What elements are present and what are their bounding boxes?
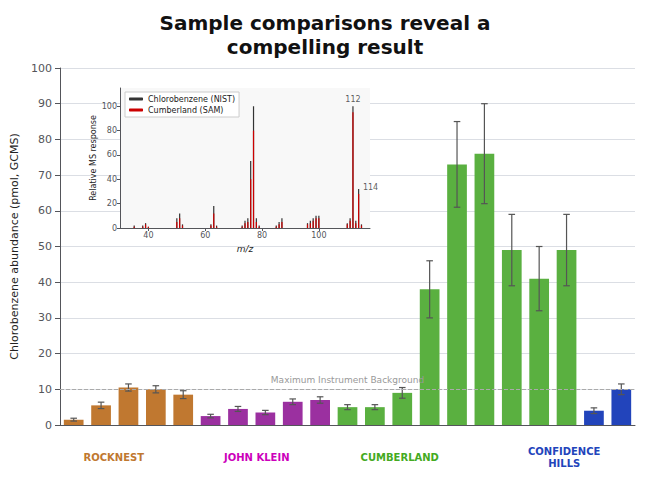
svg-text:compelling result: compelling result (227, 35, 424, 59)
svg-text:60: 60 (38, 204, 52, 217)
svg-text:Sample comparisons reveal a: Sample comparisons reveal a (160, 11, 491, 35)
svg-text:ROCKNEST: ROCKNEST (83, 452, 144, 463)
svg-text:40: 40 (143, 231, 153, 240)
svg-text:70: 70 (38, 169, 52, 182)
svg-text:CUMBERLAND: CUMBERLAND (361, 452, 439, 463)
svg-text:112: 112 (345, 95, 360, 104)
svg-text:80: 80 (257, 231, 267, 240)
svg-text:114: 114 (363, 183, 378, 192)
svg-text:40: 40 (107, 175, 117, 184)
svg-text:Cumberland (SAM): Cumberland (SAM) (148, 106, 223, 115)
svg-text:Chlorobenzene abundance (pmol,: Chlorobenzene abundance (pmol, GCMS) (8, 133, 21, 359)
svg-text:20: 20 (107, 199, 117, 208)
svg-text:50: 50 (38, 240, 52, 253)
svg-text:HILLS: HILLS (548, 458, 580, 469)
svg-text:10: 10 (38, 383, 52, 396)
svg-text:80: 80 (107, 126, 117, 135)
svg-text:80: 80 (38, 133, 52, 146)
svg-text:60: 60 (107, 150, 117, 159)
svg-text:20: 20 (38, 347, 52, 360)
svg-text:CONFIDENCE: CONFIDENCE (528, 446, 601, 457)
svg-text:100: 100 (311, 231, 326, 240)
svg-text:0: 0 (112, 224, 117, 233)
svg-text:Relative MS response: Relative MS response (89, 115, 98, 201)
svg-text:Chlorobenzene (NIST): Chlorobenzene (NIST) (148, 95, 235, 104)
svg-text:JOHN KLEIN: JOHN KLEIN (223, 452, 289, 463)
svg-text:Maximum Instrument Background: Maximum Instrument Background (271, 375, 424, 385)
svg-text:40: 40 (38, 276, 52, 289)
svg-text:m/z: m/z (237, 244, 254, 254)
svg-text:100: 100 (102, 102, 117, 111)
svg-text:90: 90 (38, 97, 52, 110)
svg-text:100: 100 (31, 62, 52, 75)
svg-text:60: 60 (200, 231, 210, 240)
svg-text:30: 30 (38, 311, 52, 324)
svg-text:0: 0 (45, 419, 52, 432)
